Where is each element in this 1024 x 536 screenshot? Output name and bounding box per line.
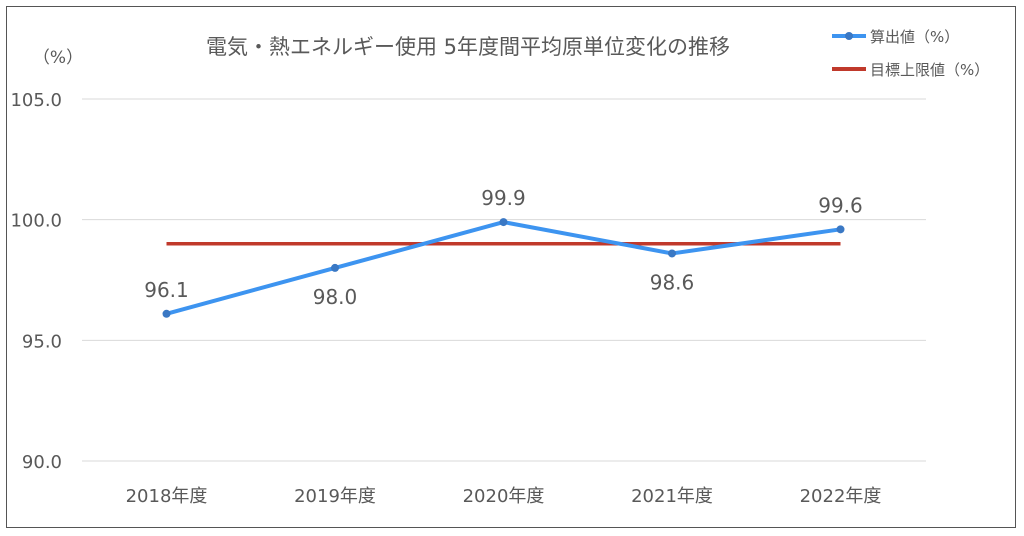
- gridlines: [82, 98, 926, 462]
- y-tick-label: 95.0: [22, 331, 62, 352]
- legend-item-target: 目標上限値（%）: [832, 61, 989, 79]
- x-tick-label: 2022年度: [800, 486, 882, 507]
- legend-marker-calculated: [845, 32, 853, 40]
- series-line-calculated: [165, 220, 841, 316]
- data-point: [331, 263, 339, 272]
- y-axis-unit: （%）: [33, 48, 83, 68]
- y-axis-ticks: 90.0 95.0 100.0 105.0: [10, 90, 62, 473]
- data-label: 99.9: [481, 186, 526, 210]
- data-point: [162, 309, 171, 318]
- x-axis-ticks: 2018年度 2019年度 2020年度 2021年度 2022年度: [126, 486, 882, 507]
- data-label: 99.6: [818, 193, 863, 217]
- data-label: 96.1: [144, 278, 189, 302]
- y-tick-label: 100.0: [10, 211, 62, 232]
- series-group: 96.1 98.0 99.9 98.6 99.6: [144, 186, 863, 318]
- legend-item-calculated: 算出値（%）: [832, 28, 959, 46]
- legend: 算出値（%） 目標上限値（%）: [832, 28, 989, 79]
- data-point: [836, 225, 845, 234]
- y-tick-label: 90.0: [22, 452, 62, 473]
- chart-frame: [6, 6, 1016, 528]
- data-label: 98.6: [650, 270, 695, 294]
- y-tick-label: 105.0: [10, 90, 62, 111]
- x-tick-label: 2019年度: [294, 486, 376, 507]
- data-point: [668, 249, 676, 258]
- data-label: 98.0: [313, 285, 358, 309]
- chart-title: 電気・熱エネルギー使用 5年度間平均原単位変化の推移: [206, 35, 730, 59]
- x-tick-label: 2021年度: [631, 486, 713, 507]
- x-tick-label: 2018年度: [126, 486, 208, 507]
- data-point: [499, 218, 508, 227]
- x-tick-label: 2020年度: [463, 486, 545, 507]
- legend-label-target: 目標上限値（%）: [870, 61, 989, 79]
- legend-label-calculated: 算出値（%）: [870, 28, 959, 46]
